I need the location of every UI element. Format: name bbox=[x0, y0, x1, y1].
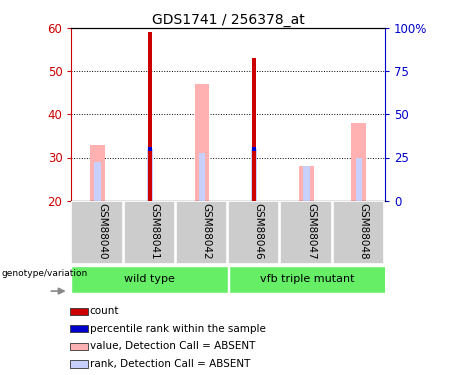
Text: genotype/variation: genotype/variation bbox=[1, 269, 88, 278]
Text: GSM88042: GSM88042 bbox=[201, 202, 212, 259]
Bar bbox=[303, 166, 310, 201]
Bar bbox=[148, 147, 152, 151]
Bar bbox=[148, 33, 152, 201]
Bar bbox=[70, 343, 88, 350]
Text: rank, Detection Call = ABSENT: rank, Detection Call = ABSENT bbox=[89, 359, 250, 369]
Title: GDS1741 / 256378_at: GDS1741 / 256378_at bbox=[152, 13, 305, 27]
Bar bbox=[199, 153, 205, 201]
Bar bbox=[71, 201, 123, 264]
Bar bbox=[90, 145, 105, 201]
Bar bbox=[70, 360, 88, 368]
Bar bbox=[351, 123, 366, 201]
Bar bbox=[280, 201, 331, 264]
Bar bbox=[195, 84, 209, 201]
Bar bbox=[95, 162, 100, 201]
Bar bbox=[124, 201, 175, 264]
Text: GSM88040: GSM88040 bbox=[97, 202, 107, 259]
Bar bbox=[253, 58, 256, 201]
Text: wild type: wild type bbox=[124, 274, 175, 284]
Bar bbox=[253, 147, 256, 151]
Text: GSM88046: GSM88046 bbox=[254, 202, 264, 259]
Bar bbox=[228, 201, 279, 264]
Bar bbox=[333, 201, 384, 264]
Text: count: count bbox=[89, 306, 119, 316]
Bar bbox=[71, 266, 228, 293]
Bar bbox=[147, 149, 153, 201]
Text: GSM88041: GSM88041 bbox=[149, 202, 160, 259]
Text: GSM88047: GSM88047 bbox=[306, 202, 316, 259]
Text: percentile rank within the sample: percentile rank within the sample bbox=[89, 324, 266, 334]
Text: value, Detection Call = ABSENT: value, Detection Call = ABSENT bbox=[89, 341, 255, 351]
Text: vfb triple mutant: vfb triple mutant bbox=[260, 274, 355, 284]
Bar bbox=[356, 158, 362, 201]
Bar bbox=[70, 308, 88, 315]
Bar bbox=[176, 201, 227, 264]
Bar bbox=[229, 266, 386, 293]
Text: GSM88048: GSM88048 bbox=[358, 202, 368, 259]
Bar bbox=[299, 166, 314, 201]
Bar bbox=[70, 325, 88, 333]
Bar bbox=[251, 149, 257, 201]
